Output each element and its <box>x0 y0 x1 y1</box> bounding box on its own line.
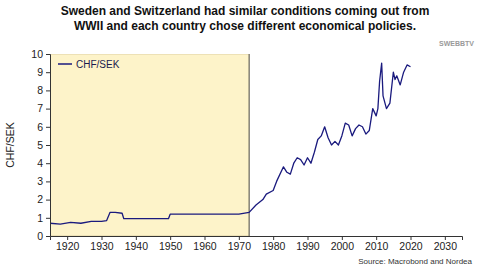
tick-label: 1940 <box>125 240 149 252</box>
tick: 8 <box>37 84 50 96</box>
tick: 1950 <box>159 236 183 252</box>
tick-label: 5 <box>37 139 43 151</box>
tick-mark <box>205 236 206 240</box>
tick-label: 2020 <box>399 240 423 252</box>
y-axis: 0 1 2 3 4 5 6 7 8 9 10 <box>31 48 50 242</box>
tick: 5 <box>37 139 50 151</box>
tick: 7 <box>37 102 50 114</box>
tick: 2 <box>37 193 50 205</box>
source: Source: Macrobond and Nordea <box>358 257 472 266</box>
tick-label: 2000 <box>331 240 355 252</box>
tick: 1920 <box>56 236 80 252</box>
tick-mark <box>46 200 50 201</box>
tick-label: 1980 <box>262 240 286 252</box>
tick: 1960 <box>193 236 217 252</box>
tick-mark <box>445 236 446 240</box>
tick-label: 4 <box>37 157 43 169</box>
tick-mark <box>239 236 240 240</box>
tick-label: 8 <box>37 84 43 96</box>
tick-mark <box>46 90 50 91</box>
tick: 4 <box>37 157 50 169</box>
tick-label: 1 <box>37 212 43 224</box>
tick: 10 <box>31 48 50 60</box>
y-axis-title: CHF/SEK <box>4 122 16 168</box>
tick-mark <box>46 218 50 219</box>
tick-label: 6 <box>37 121 43 133</box>
tick-label: 1960 <box>193 240 217 252</box>
tick-mark <box>46 181 50 182</box>
tick-mark <box>46 145 50 146</box>
tick-label: 10 <box>31 48 43 60</box>
tick: 9 <box>37 66 50 78</box>
data-line <box>50 63 411 224</box>
tick: 2030 <box>434 236 458 252</box>
x-axis: 1920 1930 1940 1950 1960 1970 1980 1990 2000 2010… <box>51 236 463 252</box>
tick-label: 3 <box>37 175 43 187</box>
legend: CHF/SEK <box>58 59 120 70</box>
shade-boundary <box>249 54 250 236</box>
tick-label: 2 <box>37 193 43 205</box>
tick-mark <box>102 236 103 240</box>
tick-label: 2030 <box>434 240 458 252</box>
chart: 1920193019401950196019701980199020002010… <box>0 0 480 270</box>
tick-mark <box>376 236 377 240</box>
title: Sweden and Switzerland had similar condi… <box>61 4 430 33</box>
tick-mark <box>46 72 50 73</box>
title-line: WWII and each country chose different ec… <box>74 19 416 33</box>
tick-mark <box>136 236 137 240</box>
tick-mark <box>308 236 309 240</box>
tick-mark <box>46 236 50 237</box>
tick-label: 1970 <box>228 240 252 252</box>
watermark: SWEBBTV <box>439 40 474 47</box>
tick-mark <box>46 163 50 164</box>
tick: 2020 <box>399 236 423 252</box>
tick-mark <box>411 236 412 240</box>
shaded-period <box>50 54 249 236</box>
tick-mark <box>170 236 171 240</box>
tick-label: 1920 <box>56 240 80 252</box>
tick: 1970 <box>228 236 252 252</box>
axis-line <box>46 55 51 237</box>
tick-mark <box>46 127 50 128</box>
legend-swatch <box>58 63 72 65</box>
tick: 1930 <box>90 236 114 252</box>
tick: 0 <box>37 230 50 242</box>
tick-mark <box>342 236 343 240</box>
tick-label: 0 <box>37 230 43 242</box>
tick: 6 <box>37 121 50 133</box>
tick: 1 <box>37 212 50 224</box>
tick-mark <box>46 109 50 110</box>
tick: 1980 <box>262 236 286 252</box>
tick-label: 1990 <box>296 240 320 252</box>
tick: 2010 <box>365 236 389 252</box>
tick-label: 1930 <box>90 240 114 252</box>
tick: 1990 <box>296 236 320 252</box>
legend-label: CHF/SEK <box>76 59 120 70</box>
title-line: Sweden and Switzerland had similar condi… <box>61 4 430 18</box>
tick: 1940 <box>125 236 149 252</box>
tick-label: 9 <box>37 66 43 78</box>
tick-mark <box>67 236 68 240</box>
plot-area <box>50 54 411 236</box>
tick-mark <box>273 236 274 240</box>
tick-label: 2010 <box>365 240 389 252</box>
tick: 2000 <box>331 236 355 252</box>
tick-label: 7 <box>37 102 43 114</box>
tick-mark <box>46 54 50 55</box>
tick: 3 <box>37 175 50 187</box>
tick-label: 1950 <box>159 240 183 252</box>
